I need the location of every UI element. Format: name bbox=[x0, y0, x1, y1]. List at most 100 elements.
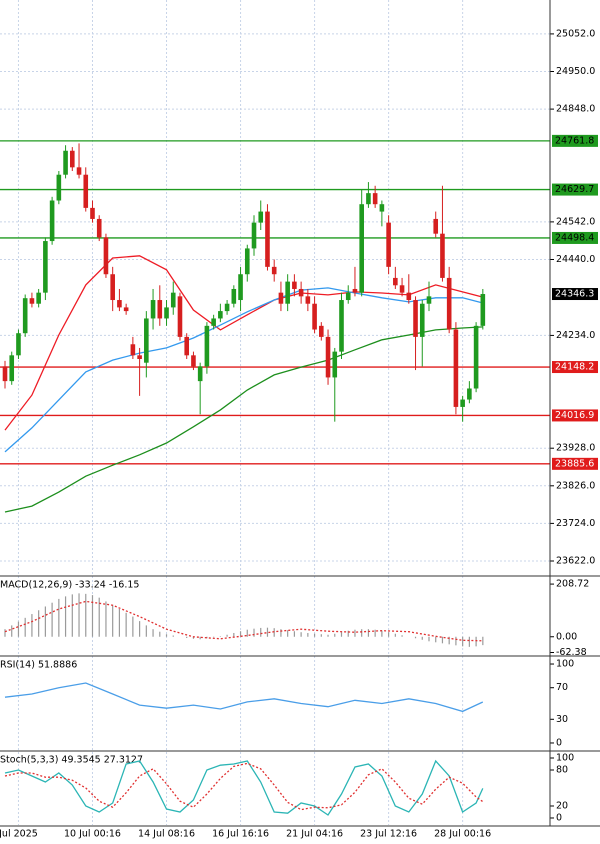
y-tick-label: 25052.0 bbox=[556, 28, 595, 39]
candle-body bbox=[339, 300, 344, 352]
x-tick-label: Jul 2025 bbox=[0, 829, 38, 840]
indicator-line bbox=[4, 682, 484, 713]
candle-body bbox=[244, 248, 250, 275]
y-tick-label: 0 bbox=[556, 812, 562, 823]
x-tick-label: 16 Jul 16:16 bbox=[212, 829, 269, 840]
y-tick-label: 100 bbox=[556, 659, 574, 670]
indicator-line bbox=[4, 600, 483, 642]
candle-body bbox=[150, 300, 156, 319]
candle-body bbox=[49, 200, 55, 242]
candle-body bbox=[298, 288, 304, 297]
candle-body bbox=[164, 307, 169, 319]
y-tick-label: -62.38 bbox=[556, 647, 587, 658]
level-label-box bbox=[552, 409, 598, 422]
y-tick-label: 24542.0 bbox=[556, 216, 595, 227]
candle-body bbox=[43, 241, 48, 293]
candle-body bbox=[372, 193, 378, 205]
candle-body bbox=[305, 296, 311, 304]
candle-body bbox=[419, 303, 425, 337]
candle-body bbox=[251, 222, 257, 249]
y-tick-label: 24950.0 bbox=[556, 66, 595, 77]
indicator-title: Stoch(5,3,3) 49.3545 27.3127 bbox=[0, 755, 143, 766]
candle-body bbox=[352, 288, 358, 293]
candle-body bbox=[70, 150, 75, 168]
level-label: 24016.9 bbox=[555, 410, 594, 421]
candle-body bbox=[76, 167, 82, 175]
level-label: 24629.7 bbox=[555, 184, 594, 195]
candle-body bbox=[446, 277, 452, 330]
candle-body bbox=[16, 333, 21, 356]
candle-body bbox=[433, 218, 439, 234]
y-tick-label: 23622.0 bbox=[556, 555, 595, 566]
y-tick-label: 20 bbox=[556, 800, 568, 811]
y-tick-label: 80 bbox=[556, 764, 568, 775]
candle-body bbox=[379, 204, 385, 212]
candle-body bbox=[366, 193, 371, 205]
candle-body bbox=[218, 311, 223, 319]
price-label-box bbox=[552, 288, 598, 301]
candle-body bbox=[271, 266, 277, 275]
level-label: 23885.6 bbox=[555, 458, 594, 469]
candle-body bbox=[319, 325, 324, 337]
candle-body bbox=[117, 300, 122, 308]
candle-body bbox=[386, 222, 391, 267]
candle-body bbox=[231, 288, 237, 304]
candle-body bbox=[29, 298, 35, 304]
y-tick-label: 23928.0 bbox=[556, 443, 595, 454]
candle-body bbox=[110, 274, 115, 301]
x-tick-label: 14 Jul 08:16 bbox=[138, 829, 195, 840]
candle-body bbox=[480, 294, 486, 326]
indicator-title: MACD(12,26,9) -33.24 -16.15 bbox=[0, 580, 139, 591]
candle-body bbox=[9, 355, 15, 382]
candle-body bbox=[258, 211, 264, 223]
candle-body bbox=[285, 281, 290, 304]
level-label-box bbox=[552, 134, 598, 147]
candle-body bbox=[177, 296, 183, 337]
y-tick-label: 24440.0 bbox=[556, 254, 595, 265]
candle-body bbox=[56, 174, 62, 201]
candle-body bbox=[211, 318, 216, 326]
candle-body bbox=[467, 388, 472, 400]
candle-body bbox=[123, 307, 129, 312]
candle-body bbox=[292, 281, 297, 289]
candle-body bbox=[157, 300, 163, 319]
candle-body bbox=[63, 150, 68, 175]
x-tick-label: 28 Jul 00:16 bbox=[434, 829, 491, 840]
candle-body bbox=[191, 355, 196, 367]
candle-body bbox=[332, 351, 338, 378]
candle-body bbox=[170, 292, 176, 308]
y-tick-label: 0.00 bbox=[556, 631, 577, 642]
candle-body bbox=[90, 207, 95, 219]
level-label: 24761.8 bbox=[555, 135, 594, 146]
indicator-line bbox=[4, 762, 484, 811]
candle-body bbox=[413, 300, 418, 337]
candle-body bbox=[473, 325, 479, 389]
candle-body bbox=[426, 296, 432, 304]
y-tick-label: 23724.0 bbox=[556, 518, 595, 529]
level-label-box bbox=[552, 183, 598, 196]
candle-body bbox=[137, 355, 142, 360]
y-tick-label: 24234.0 bbox=[556, 330, 595, 341]
candle-body bbox=[144, 318, 149, 363]
x-tick-label: 10 Jul 00:16 bbox=[64, 829, 121, 840]
candle-body bbox=[345, 292, 351, 301]
candle-body bbox=[197, 366, 203, 382]
x-tick-label: 23 Jul 12:16 bbox=[360, 829, 417, 840]
candle-body bbox=[184, 336, 190, 356]
y-tick-label: 100 bbox=[556, 752, 574, 763]
candle-body bbox=[393, 277, 398, 286]
y-tick-label: 23826.0 bbox=[556, 480, 595, 491]
indicator-title: RSI(14) 51.8886 bbox=[0, 660, 77, 671]
candle-body bbox=[453, 329, 459, 407]
level-label-box bbox=[552, 361, 598, 374]
candle-body bbox=[130, 344, 136, 356]
candle-body bbox=[2, 366, 8, 382]
y-tick-label: 208.72 bbox=[556, 579, 589, 590]
candle-body bbox=[36, 292, 41, 304]
candle-body bbox=[204, 325, 210, 367]
x-tick-label: 21 Jul 04:16 bbox=[286, 829, 343, 840]
candle-body bbox=[265, 211, 270, 267]
candle-body bbox=[103, 237, 109, 275]
